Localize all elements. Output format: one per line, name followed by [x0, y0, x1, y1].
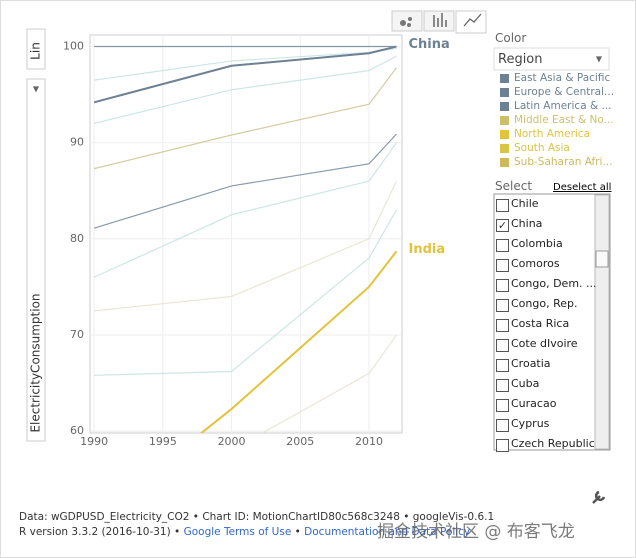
- country-label[interactable]: Chile: [511, 197, 539, 210]
- checkbox[interactable]: [496, 359, 509, 372]
- legend-label: Latin America & ...: [514, 100, 612, 112]
- legend-label: Europe & Central...: [514, 86, 615, 98]
- legend-swatch: [500, 130, 509, 139]
- checkbox[interactable]: [496, 279, 509, 292]
- y-tick-label: 60: [70, 424, 84, 437]
- country-label[interactable]: Colombia: [511, 237, 563, 250]
- country-label[interactable]: Cyprus: [511, 417, 550, 430]
- checkbox[interactable]: [496, 439, 509, 452]
- icon: [433, 13, 447, 27]
- y-tick-label: 90: [70, 136, 84, 149]
- icon: [400, 20, 406, 26]
- series-line: [93, 67, 397, 170]
- settings-icon[interactable]: [589, 487, 609, 507]
- chart: 60 70 80 90 100 1990 1995 2000 2005 2010 China Indi…: [26, 10, 611, 451]
- legend-label: Sub-Saharan Afri...: [514, 156, 613, 168]
- country-label[interactable]: Cote dIvoire: [511, 337, 578, 350]
- scrollbar[interactable]: [594, 194, 610, 450]
- checkbox[interactable]: [496, 419, 509, 432]
- footer-text: R version 3.3.2 (2016-10-31) •: [19, 526, 184, 538]
- x-tick-label: 2005: [286, 435, 314, 448]
- x-tick-label: 2000: [218, 435, 246, 448]
- line-tab[interactable]: [455, 10, 487, 34]
- legend-swatch: [500, 102, 509, 111]
- series-line: [93, 55, 397, 125]
- series-line: [93, 133, 397, 229]
- checkbox[interactable]: [496, 399, 509, 412]
- y-axis-label[interactable]: ElectricityConsumption: [29, 293, 43, 432]
- country-label[interactable]: Curacao: [511, 397, 557, 410]
- country-label[interactable]: Czech Republic: [511, 437, 595, 450]
- legend-swatch: [500, 144, 509, 153]
- checkbox[interactable]: [496, 379, 509, 392]
- x-tick-label: 1990: [80, 435, 108, 448]
- series-label: India: [409, 242, 446, 257]
- docs-link[interactable]: Documentation and Data Policy: [304, 526, 471, 538]
- x-tick-label: 1995: [149, 435, 177, 448]
- country-label[interactable]: Costa Rica: [511, 317, 570, 330]
- scroll-thumb[interactable]: [595, 250, 609, 268]
- plot-frame: [89, 34, 403, 434]
- legend-label: East Asia & Pacific: [514, 72, 611, 84]
- legend-swatch: [500, 88, 509, 97]
- series-line: [261, 334, 397, 433]
- color-dropdown[interactable]: [493, 47, 610, 71]
- series-line: [94, 209, 398, 376]
- checkbox[interactable]: [496, 339, 509, 352]
- dropdown-arrow: ▼: [33, 85, 40, 94]
- y-tick-label: 70: [70, 328, 84, 341]
- wrench: [592, 490, 606, 504]
- deselect-all[interactable]: Deselect all: [553, 182, 612, 193]
- legend-label: Middle East & No...: [514, 114, 614, 126]
- select-list: [493, 193, 611, 451]
- watermark: 掘金技术社区 @ 布客飞龙: [377, 522, 575, 542]
- x-tick-label: 2010: [355, 435, 383, 448]
- icon: [408, 17, 412, 21]
- series-line: [93, 142, 397, 278]
- series-line: [199, 250, 398, 433]
- terms-link[interactable]: Google Terms of Use: [183, 526, 292, 538]
- country-label[interactable]: China: [511, 217, 543, 230]
- checkbox[interactable]: ✓: [496, 219, 509, 232]
- legend-swatch: [500, 158, 509, 167]
- checkbox[interactable]: [496, 259, 509, 272]
- y-axis-selector[interactable]: [26, 78, 46, 442]
- checkbox[interactable]: [496, 319, 509, 332]
- scale-label[interactable]: Lin: [29, 42, 43, 60]
- country-label[interactable]: Congo, Dem. ...: [511, 277, 597, 290]
- legend-label: South Asia: [514, 142, 570, 154]
- country-label[interactable]: Cuba: [511, 377, 540, 390]
- country-label[interactable]: Congo, Rep.: [511, 297, 578, 310]
- dropdown-arrow: ▼: [596, 55, 603, 64]
- y-tick-label: 100: [63, 40, 84, 53]
- checkbox[interactable]: [496, 239, 509, 252]
- country-label[interactable]: Croatia: [511, 357, 551, 370]
- legend-label: North America: [514, 128, 591, 140]
- footer-line: Data: wGDPUSD_Electricity_CO2 • Chart ID…: [19, 511, 495, 523]
- checkbox[interactable]: [496, 199, 509, 212]
- checkbox[interactable]: [496, 299, 509, 312]
- icon: [407, 23, 411, 27]
- bubble-tab[interactable]: [391, 10, 423, 32]
- series-label: China: [409, 37, 450, 52]
- color-label: Color: [495, 31, 527, 45]
- select-label: Select: [495, 179, 533, 193]
- bar-tab[interactable]: [423, 10, 455, 32]
- series-line: [93, 45, 397, 104]
- footer-text: •: [291, 526, 305, 538]
- country-label[interactable]: Comoros: [511, 257, 560, 270]
- icon: [463, 13, 482, 27]
- footer-line: R version 3.3.2 (2016-10-31) • Google Te…: [19, 526, 470, 538]
- series-line: [94, 180, 398, 312]
- y-tick-label: 80: [70, 232, 84, 245]
- color-dropdown-value[interactable]: Region: [498, 52, 543, 67]
- legend-swatch: [500, 74, 509, 83]
- legend-swatch: [500, 116, 509, 125]
- scale-button[interactable]: [26, 28, 46, 70]
